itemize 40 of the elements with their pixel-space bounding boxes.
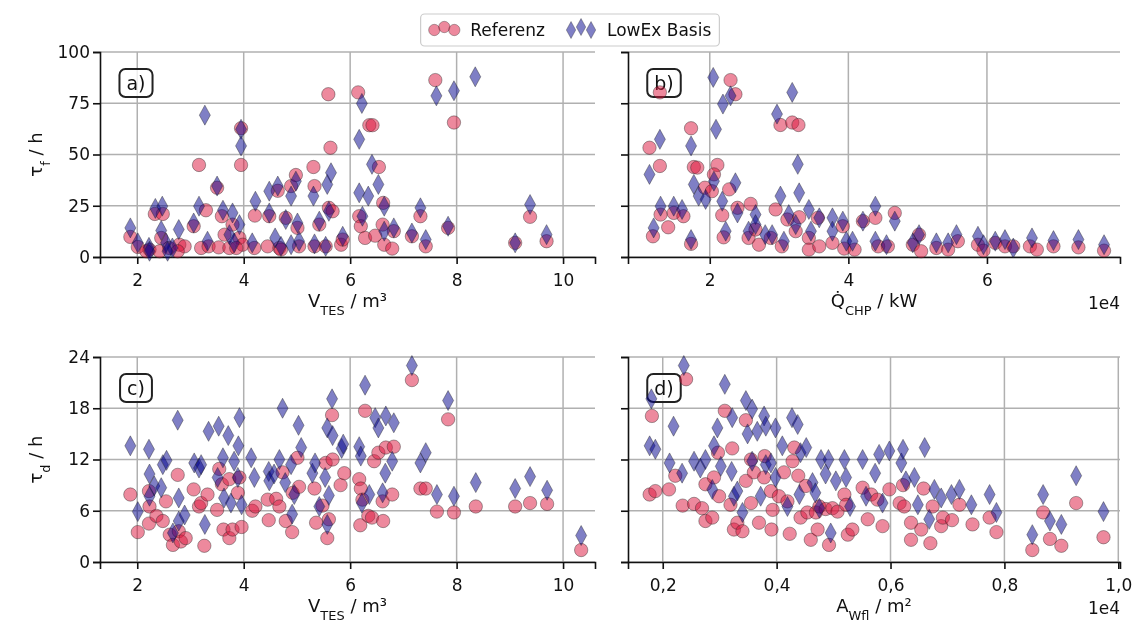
x-tick-label: 6 [982, 269, 993, 290]
y-tick-label: 18 [68, 398, 90, 419]
y-tick-label: 25 [68, 195, 90, 216]
x-tick-label: 4 [238, 269, 250, 290]
y-tick-label: 0 [79, 246, 90, 267]
x-tick-label: 2 [132, 269, 144, 290]
x-tick-label: 2 [704, 269, 716, 290]
annotation: c) [127, 377, 145, 399]
y-tick-label: 6 [79, 500, 90, 521]
y-tick-label: 24 [68, 346, 90, 367]
y-tick-label: 12 [68, 449, 90, 470]
annotation: a) [126, 72, 146, 94]
x-tick-label: 1,0 [1105, 574, 1133, 595]
x-tick-label: 6 [345, 269, 357, 290]
x-axis-title: A$_{Wfl}$ / m² [836, 595, 912, 623]
x-tick-label: 6 [345, 574, 357, 595]
x-tick-label: 0,6 [877, 574, 905, 595]
legend-label: Referenz [470, 20, 546, 40]
x-tick-label: 10 [552, 269, 575, 290]
x-tick-label: 4 [238, 574, 250, 595]
x-tick-label: 0,2 [649, 574, 677, 595]
y-tick-label: 75 [68, 93, 90, 114]
x-tick-label: 0,8 [991, 574, 1019, 595]
legend-label: LowEx Basis [607, 20, 712, 40]
annotation: d) [654, 377, 674, 399]
text: 1e4 [1087, 598, 1120, 618]
x-tick-label: 10 [552, 574, 575, 595]
x-axis-title: Q̇$_{CHP}$ / kW [830, 290, 918, 318]
y-tick-label: 100 [57, 41, 90, 62]
x-axis-title: V$_{TES}$ / m³ [308, 595, 387, 623]
y-tick-label: 0 [79, 551, 90, 572]
x-tick-label: 0,4 [763, 574, 791, 595]
x-tick-label: 8 [451, 269, 463, 290]
annotation: b) [654, 72, 674, 94]
y-tick-label: 50 [68, 144, 90, 165]
x-axis-title: V$_{TES}$ / m³ [308, 290, 387, 318]
text: 1e4 [1087, 293, 1120, 313]
x-tick-label: 4 [843, 269, 855, 290]
x-tick-label: 2 [132, 574, 144, 595]
x-tick-label: 8 [451, 574, 463, 595]
